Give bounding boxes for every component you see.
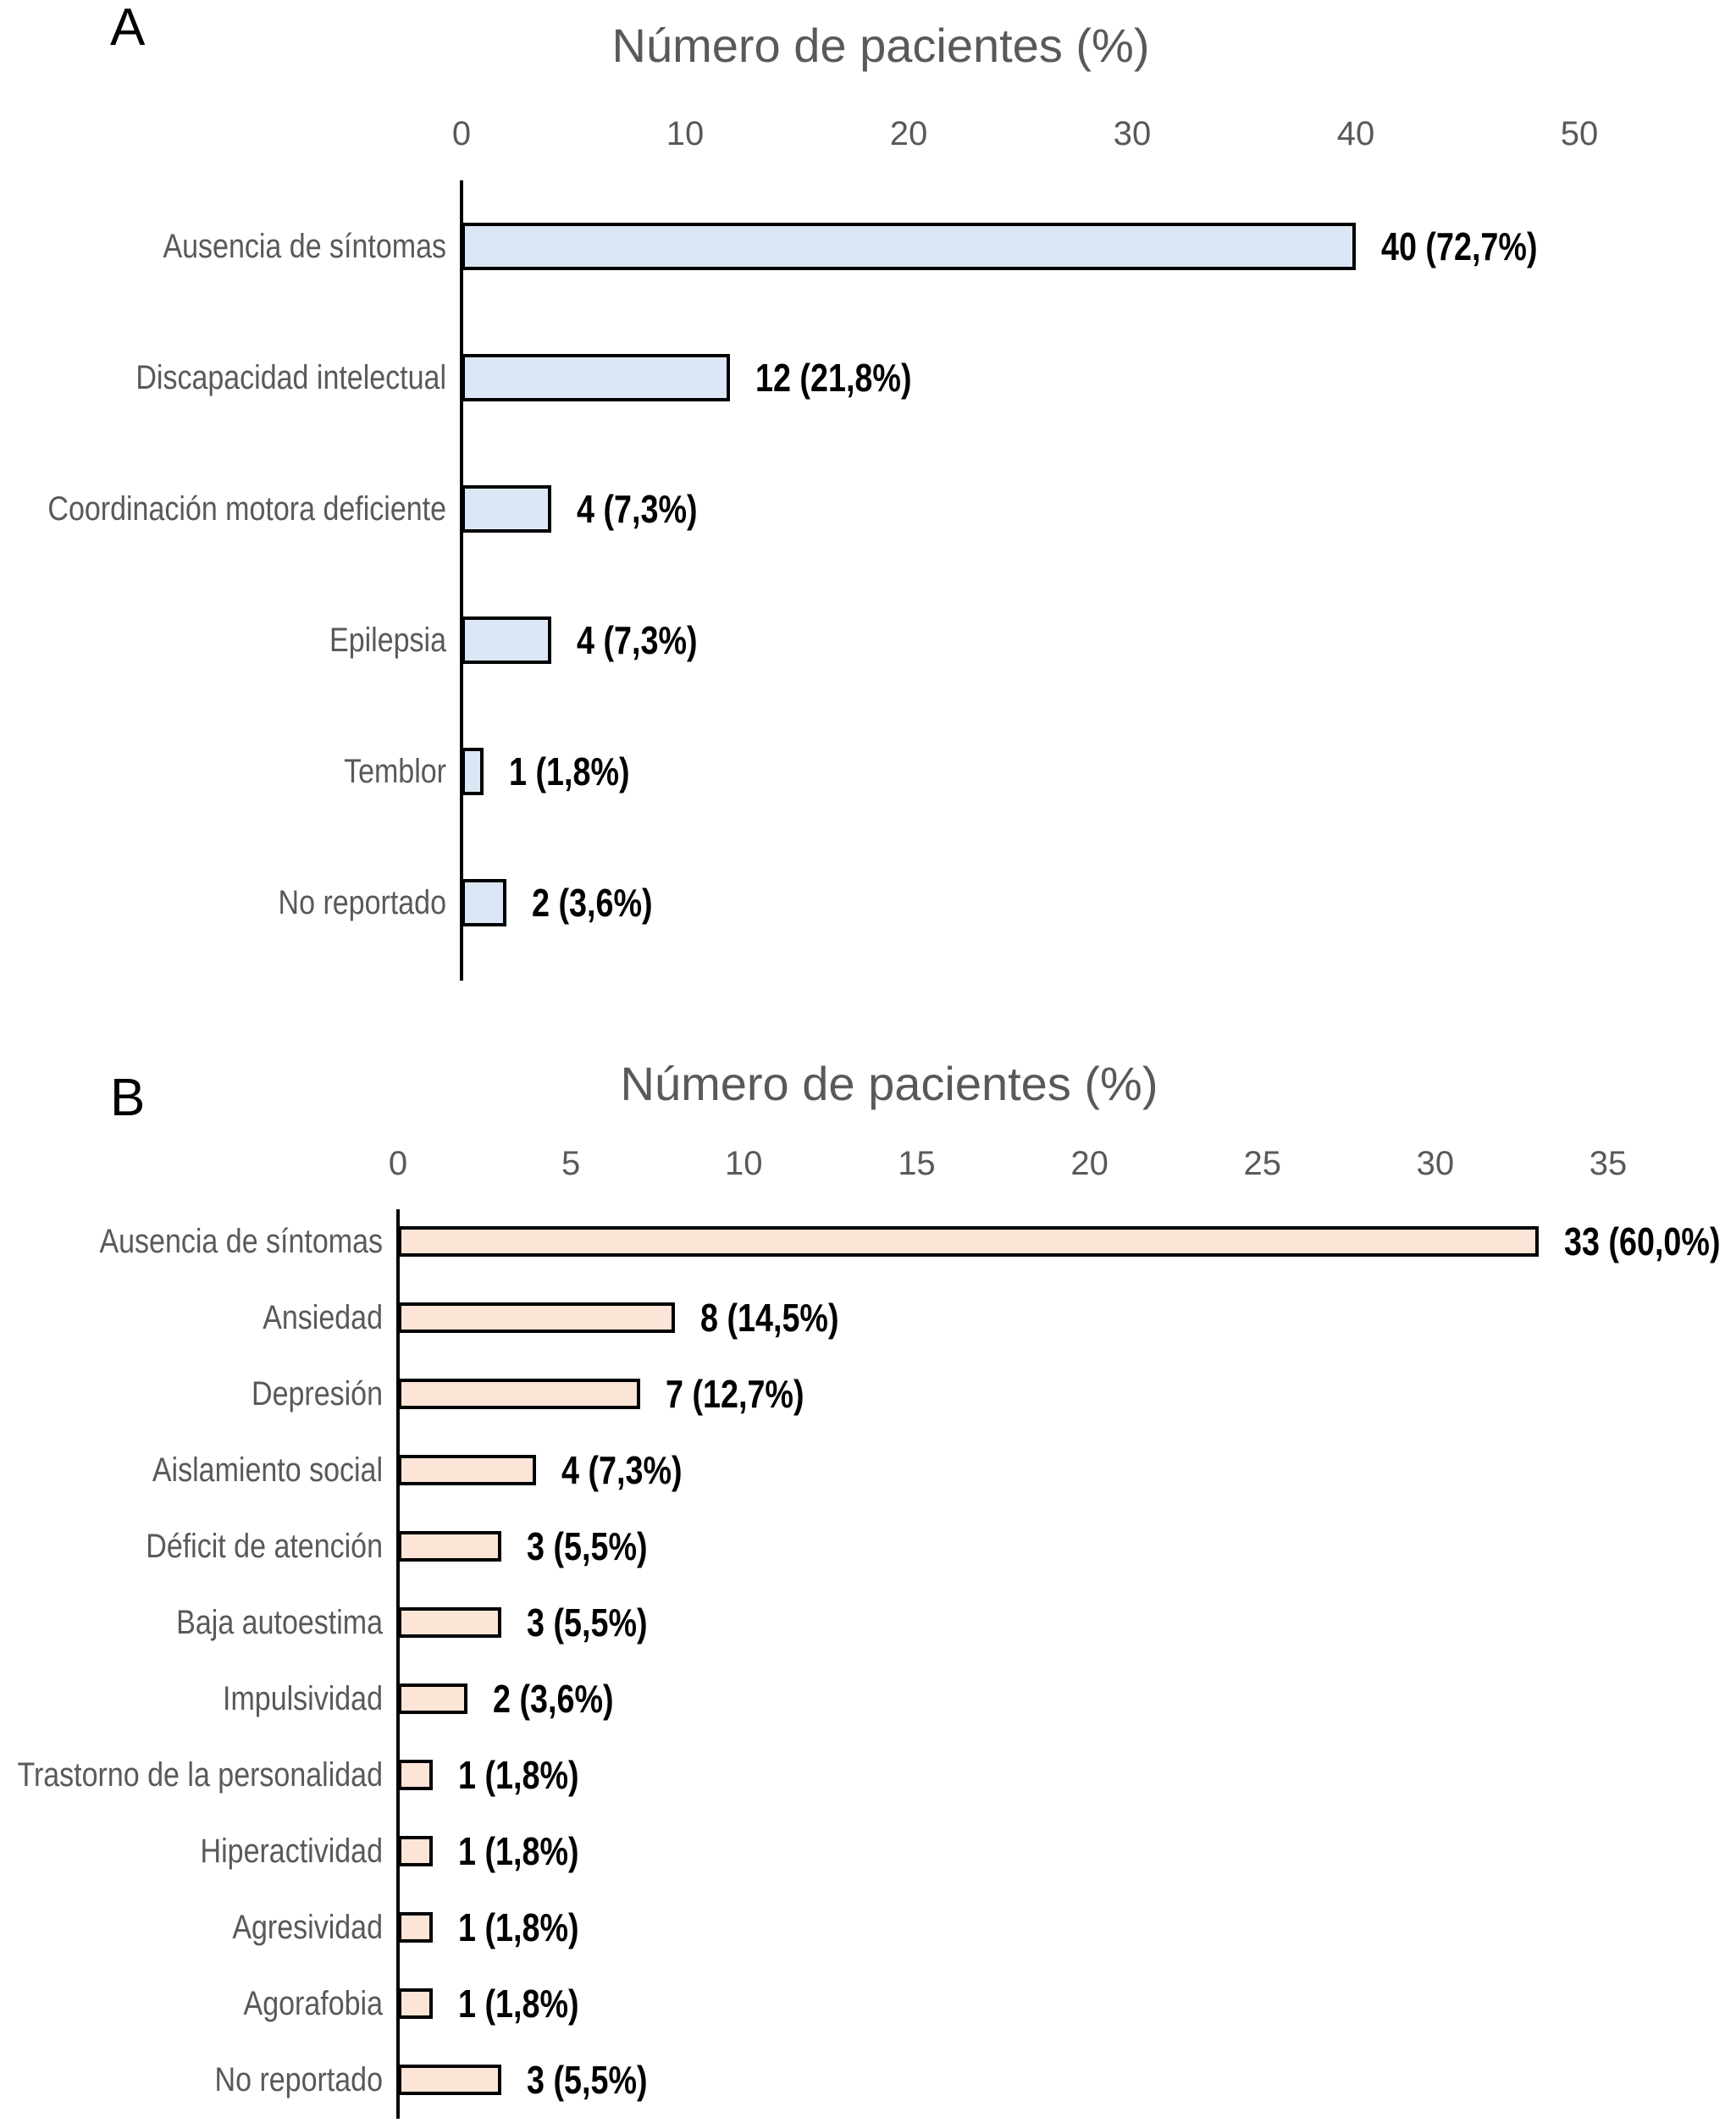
value-label: 1 (1,8%): [458, 1982, 579, 2026]
bar: [398, 1912, 433, 1943]
bar: [462, 223, 1356, 270]
category-label: Ausencia de síntomas: [99, 1223, 384, 1260]
category-label: Epilepsia: [329, 622, 446, 659]
category-label: Coordinación motora deficiente: [47, 490, 447, 528]
panel-b-letter: B: [110, 1069, 146, 1127]
x-tick-label: 50: [1560, 115, 1599, 152]
value-label: 4 (7,3%): [577, 618, 698, 662]
value-label: 33 (60,0%): [1564, 1219, 1721, 1263]
category-label: Discapacidad intelectual: [135, 359, 447, 396]
value-label: 4 (7,3%): [577, 487, 698, 531]
bar: [462, 485, 551, 533]
x-tick-label: 35: [1589, 1145, 1628, 1182]
bar: [398, 1302, 675, 1333]
category-label: Trastorno de la personalidad: [17, 1756, 384, 1794]
value-label: 3 (5,5%): [527, 1524, 648, 1568]
bar: [398, 1836, 433, 1866]
x-tick-label: 20: [889, 115, 928, 152]
bar: [398, 1760, 433, 1790]
value-label: 2 (3,6%): [493, 1677, 614, 1721]
value-label: 3 (5,5%): [527, 1601, 648, 1645]
panel-a-letter: A: [110, 0, 146, 57]
value-label: 12 (21,8%): [755, 356, 912, 400]
panel-b-title: Número de pacientes (%): [620, 1057, 1158, 1110]
value-label: 4 (7,3%): [561, 1448, 683, 1492]
category-label: Ansiedad: [263, 1299, 383, 1336]
category-label: Agresividad: [232, 1909, 383, 1946]
value-label: 1 (1,8%): [509, 749, 630, 793]
category-label: Aislamiento social: [152, 1451, 383, 1489]
x-tick-label: 15: [898, 1145, 936, 1182]
category-label: Agorafobia: [243, 1985, 383, 2022]
value-label: 1 (1,8%): [458, 1905, 579, 1949]
category-label: No reportado: [278, 884, 446, 921]
bar: [398, 1226, 1539, 1257]
x-tick-label: 0: [388, 1145, 408, 1182]
x-tick-label: 5: [561, 1145, 581, 1182]
bar: [398, 1607, 501, 1638]
value-label: 3 (5,5%): [527, 2058, 648, 2102]
x-tick-label: 30: [1416, 1145, 1455, 1182]
bar: [398, 1531, 501, 1562]
category-label: No reportado: [214, 2061, 383, 2098]
category-label: Déficit de atención: [146, 1528, 383, 1565]
value-label: 1 (1,8%): [458, 1829, 579, 1873]
category-label: Depresión: [252, 1375, 383, 1413]
x-tick-label: 25: [1243, 1145, 1282, 1182]
x-tick-label: 20: [1070, 1145, 1108, 1182]
bar: [398, 1455, 536, 1485]
value-label: 8 (14,5%): [700, 1296, 839, 1340]
value-label: 2 (3,6%): [532, 881, 653, 925]
category-label: Temblor: [344, 753, 446, 790]
bar: [462, 354, 730, 401]
category-label: Ausencia de síntomas: [163, 228, 447, 265]
x-tick-label: 10: [725, 1145, 763, 1182]
x-tick-label: 30: [1113, 115, 1152, 152]
y-axis-line: [460, 180, 463, 981]
bar: [398, 1379, 640, 1409]
category-label: Hiperactividad: [200, 1833, 383, 1870]
bar: [398, 2065, 501, 2095]
value-label: 40 (72,7%): [1381, 224, 1538, 268]
x-tick-label: 10: [666, 115, 705, 152]
category-label: Baja autoestima: [176, 1604, 383, 1641]
bar: [462, 879, 506, 926]
value-label: 1 (1,8%): [458, 1753, 579, 1797]
panel-a-title: Número de pacientes (%): [611, 19, 1150, 72]
x-tick-label: 0: [451, 115, 472, 152]
bar: [398, 1988, 433, 2019]
bar: [398, 1683, 467, 1714]
x-tick-label: 40: [1336, 115, 1375, 152]
bar: [462, 616, 551, 664]
value-label: 7 (12,7%): [666, 1372, 804, 1416]
bar: [462, 748, 484, 795]
y-axis-line: [396, 1209, 400, 2119]
category-label: Impulsividad: [223, 1680, 383, 1717]
